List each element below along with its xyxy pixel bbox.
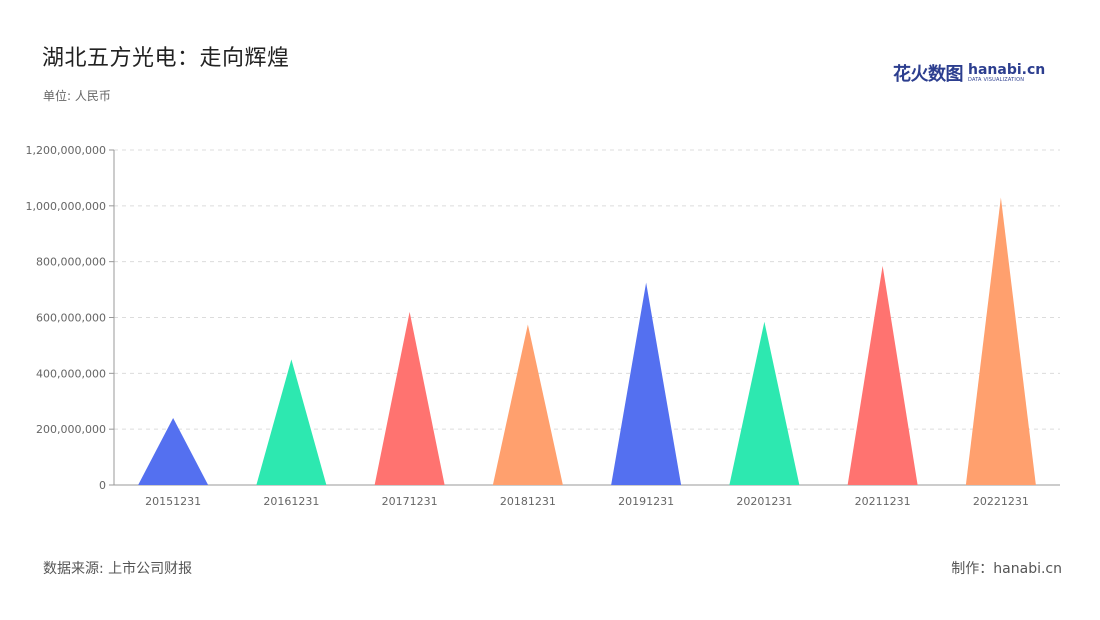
- bar-triangle: [138, 418, 209, 485]
- bar-triangle: [729, 321, 800, 485]
- x-tick-label: 20171231: [382, 495, 438, 508]
- bar-triangle: [492, 324, 563, 485]
- data-source: 数据来源: 上市公司财报: [43, 561, 193, 577]
- x-tick-label: 20161231: [263, 495, 319, 508]
- bar-triangle: [256, 359, 327, 485]
- x-tick-label: 20191231: [618, 495, 674, 508]
- unit-label: 单位: 人民币: [43, 89, 111, 103]
- bar-triangle: [847, 265, 918, 485]
- brand-logo: 花火数图 hanabi.cn DATA VISUALIZATION: [893, 60, 1045, 86]
- y-tick-label: 600,000,000: [36, 312, 106, 325]
- y-tick-label: 800,000,000: [36, 256, 106, 269]
- x-tick-label: 20221231: [973, 495, 1029, 508]
- x-tick-label: 20181231: [500, 495, 556, 508]
- bar-triangle: [965, 197, 1036, 486]
- logo-sub-text: DATA VISUALIZATION: [968, 77, 1025, 83]
- y-tick-label: 200,000,000: [36, 423, 106, 436]
- chart-title: 湖北五方光电：走向辉煌: [42, 46, 290, 71]
- credit-label: 制作：hanabi.cn: [951, 561, 1062, 577]
- y-tick-label: 1,200,000,000: [26, 144, 106, 157]
- x-tick-label: 20201231: [736, 495, 792, 508]
- bar-triangle: [374, 311, 445, 485]
- logo-en-text: hanabi.cn: [968, 62, 1046, 78]
- logo-en-block: hanabi.cn DATA VISUALIZATION: [968, 63, 1045, 83]
- bar-triangle: [611, 282, 682, 485]
- y-tick-label: 1,000,000,000: [26, 200, 106, 213]
- logo-cn-text: 花火数图: [893, 64, 964, 85]
- x-tick-label: 20211231: [855, 495, 911, 508]
- x-tick-label: 20151231: [145, 495, 201, 508]
- y-tick-label: 0: [99, 479, 106, 492]
- y-tick-label: 400,000,000: [36, 367, 106, 380]
